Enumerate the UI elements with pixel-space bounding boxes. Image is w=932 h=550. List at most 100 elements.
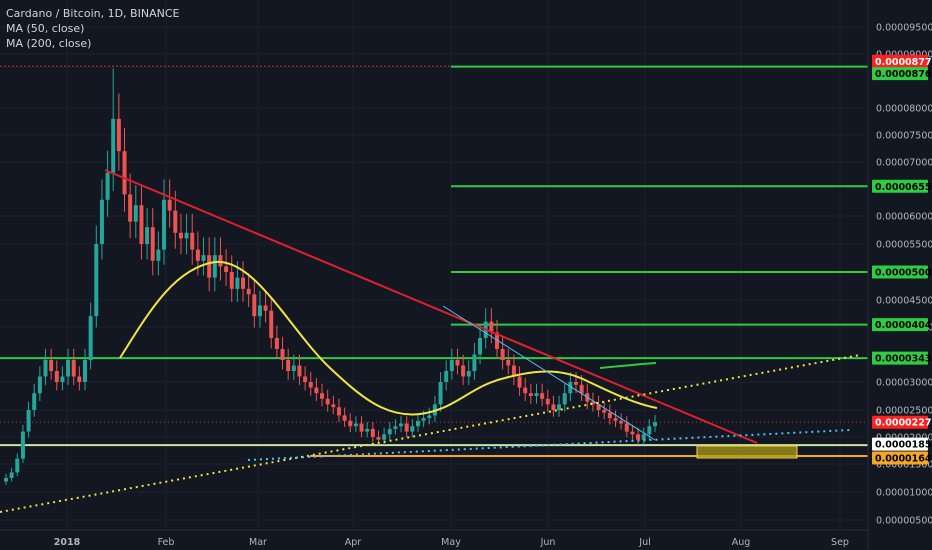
y-tick-label: 0.00003000 xyxy=(876,378,932,389)
candle-body xyxy=(280,349,285,360)
candle-body xyxy=(545,398,550,405)
ma50-line[interactable] xyxy=(119,260,658,416)
candle-body xyxy=(88,316,93,360)
candle-body xyxy=(517,376,522,388)
candle-body xyxy=(156,249,161,261)
price-tag xyxy=(872,67,928,81)
x-tick-label: Sep xyxy=(831,537,849,548)
candle-body xyxy=(444,371,449,382)
x-tick-label: May xyxy=(441,537,461,548)
price-tag xyxy=(872,179,928,193)
candle-body xyxy=(494,332,499,349)
ma200-legend[interactable]: MA (200, close) xyxy=(6,37,92,50)
candle-body xyxy=(619,420,624,424)
x-tick-label: Mar xyxy=(249,537,267,548)
price-tag xyxy=(872,415,928,429)
candle-body xyxy=(461,365,466,377)
annotation-stroke[interactable] xyxy=(599,362,657,369)
candle-body xyxy=(291,365,296,371)
candle-body xyxy=(66,360,71,377)
candle-body xyxy=(122,151,127,195)
x-tick-label: Apr xyxy=(345,537,362,548)
candle-body xyxy=(15,458,20,473)
drawings-layer[interactable] xyxy=(0,65,868,458)
candle-body xyxy=(201,255,206,261)
candle-body xyxy=(511,365,516,377)
y-tick-label: 0.00004500 xyxy=(876,296,932,307)
candle-body xyxy=(602,410,607,413)
candle-body xyxy=(590,401,595,405)
ma50-legend[interactable]: MA (50, close) xyxy=(6,22,85,35)
candle-body xyxy=(229,272,234,289)
candle-body xyxy=(573,382,578,385)
candle-body xyxy=(523,387,528,394)
candles-layer xyxy=(4,68,657,485)
target-zone-box[interactable] xyxy=(696,445,798,459)
channel-trendline[interactable] xyxy=(442,305,656,441)
candle-body xyxy=(145,227,150,244)
descending-trendline[interactable] xyxy=(104,169,758,444)
candle-body xyxy=(478,338,483,355)
candle-body xyxy=(506,360,511,366)
candle-body xyxy=(9,472,14,478)
candle-body xyxy=(365,428,370,432)
candle-body xyxy=(641,434,646,440)
price-tag-label: 0.00004044 xyxy=(875,320,932,331)
y-tick-label: 0.00001000 xyxy=(876,488,932,499)
price-tag-label: 0.00005001 xyxy=(875,267,932,278)
support-dotted-line[interactable] xyxy=(247,429,851,461)
candle-body xyxy=(551,404,556,410)
candle-body xyxy=(241,277,246,289)
y-tick-label: 0.00009500 xyxy=(876,23,932,34)
candle-body xyxy=(32,393,37,410)
candle-body xyxy=(150,227,155,261)
candle-body xyxy=(184,232,189,239)
candle-body xyxy=(331,404,336,408)
candle-body xyxy=(370,428,375,437)
candle-body xyxy=(624,423,629,432)
x-tick-label: Jun xyxy=(540,537,556,548)
y-tick-label: 0.00007000 xyxy=(876,158,932,169)
candle-body xyxy=(387,428,392,435)
candle-body xyxy=(607,412,612,419)
candle-body xyxy=(83,360,88,382)
candle-body xyxy=(427,415,432,419)
candle-body xyxy=(94,244,99,317)
price-tag-label: 0.00001850 xyxy=(875,440,932,451)
candle-body xyxy=(111,118,116,173)
ascending-dotted-line[interactable] xyxy=(0,354,861,513)
candle-body xyxy=(528,393,533,396)
candle-body xyxy=(399,423,404,427)
y-tick-label: 0.00006000 xyxy=(876,212,932,223)
candle-body xyxy=(235,277,240,289)
candle-body xyxy=(568,382,573,394)
candle-body xyxy=(212,255,217,278)
candle-body xyxy=(43,360,48,377)
trendlines-layer[interactable] xyxy=(0,169,861,513)
candle-body xyxy=(557,404,562,410)
chart-legend: Cardano / Bitcoin, 1D, BINANCE MA (50, c… xyxy=(6,6,179,51)
candle-body xyxy=(455,360,460,366)
candle-body xyxy=(54,371,59,382)
candle-body xyxy=(224,266,229,272)
candle-body xyxy=(336,407,341,416)
candle-body xyxy=(297,365,302,377)
candle-body xyxy=(421,418,426,421)
candle-body xyxy=(263,305,268,311)
price-tag-label: 0.00003434 xyxy=(875,354,932,365)
candle-body xyxy=(218,255,223,267)
y-tick-label: 0.00008000 xyxy=(876,104,932,115)
price-tag-label: 0.00001647 xyxy=(875,454,932,465)
price-tag xyxy=(872,54,928,68)
candle-body xyxy=(348,420,353,427)
candle-body xyxy=(596,404,601,410)
candle-body xyxy=(71,360,76,377)
candle-body xyxy=(167,199,172,211)
time-axis[interactable]: 2018 Feb Mar Apr May Jun Jul Aug Sep xyxy=(54,537,849,548)
candle-body xyxy=(410,426,415,432)
candle-body xyxy=(252,294,257,317)
candle-body xyxy=(472,354,477,371)
symbol-title[interactable]: Cardano / Bitcoin, 1D, BINANCE xyxy=(6,7,180,20)
candle-body xyxy=(630,431,635,435)
